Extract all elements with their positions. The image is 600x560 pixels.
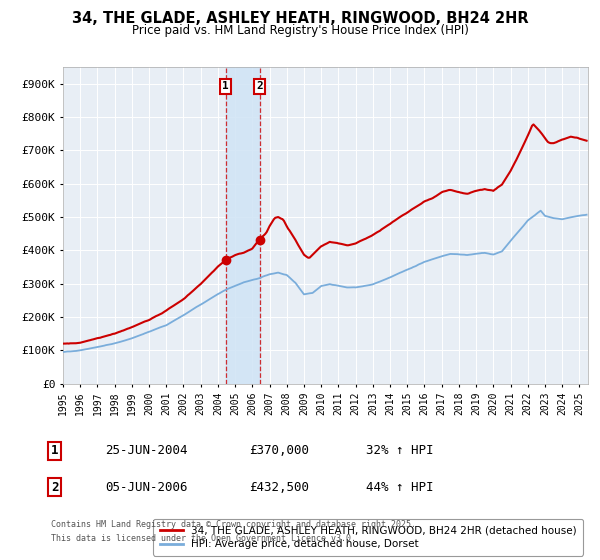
Text: 05-JUN-2006: 05-JUN-2006 [105, 480, 187, 494]
Text: 32% ↑ HPI: 32% ↑ HPI [366, 444, 433, 458]
Text: 2: 2 [256, 81, 263, 91]
Text: Price paid vs. HM Land Registry's House Price Index (HPI): Price paid vs. HM Land Registry's House … [131, 24, 469, 36]
Legend: 34, THE GLADE, ASHLEY HEATH, RINGWOOD, BH24 2HR (detached house), HPI: Average p: 34, THE GLADE, ASHLEY HEATH, RINGWOOD, B… [154, 519, 583, 556]
Text: 34, THE GLADE, ASHLEY HEATH, RINGWOOD, BH24 2HR: 34, THE GLADE, ASHLEY HEATH, RINGWOOD, B… [71, 11, 529, 26]
Bar [226, 67, 260, 384]
Text: 25-JUN-2004: 25-JUN-2004 [105, 444, 187, 458]
Text: 1: 1 [51, 444, 59, 458]
Text: £370,000: £370,000 [249, 444, 309, 458]
Text: 44% ↑ HPI: 44% ↑ HPI [366, 480, 433, 494]
Text: £432,500: £432,500 [249, 480, 309, 494]
Text: 1: 1 [223, 81, 229, 91]
Text: 2: 2 [51, 480, 59, 494]
Text: Contains HM Land Registry data © Crown copyright and database right 2025.: Contains HM Land Registry data © Crown c… [51, 520, 416, 529]
Text: This data is licensed under the Open Government Licence v3.0.: This data is licensed under the Open Gov… [51, 534, 356, 543]
